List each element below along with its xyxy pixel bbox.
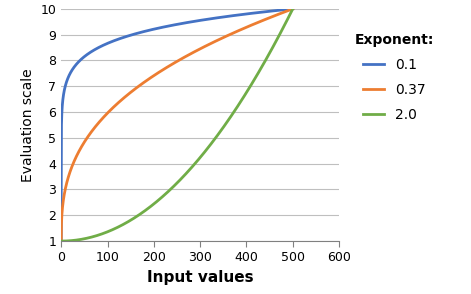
0.1: [197, 19, 203, 22]
0.1: [79, 57, 85, 61]
0.37: [64, 183, 69, 186]
0.1: [249, 11, 255, 15]
0.37: [197, 47, 203, 51]
0.1: [290, 7, 296, 11]
Line: 0.37: 0.37: [61, 9, 293, 241]
0.37: [58, 239, 64, 243]
Legend: 0.1, 0.37, 2.0: 0.1, 0.37, 2.0: [349, 27, 439, 128]
X-axis label: Input values: Input values: [147, 270, 253, 285]
2.0: [290, 7, 296, 11]
2.0: [71, 239, 76, 242]
Line: 0.1: 0.1: [61, 9, 293, 241]
2.0: [58, 239, 64, 243]
0.1: [58, 239, 64, 243]
0.1: [64, 81, 69, 84]
2.0: [64, 239, 69, 243]
0.37: [144, 78, 150, 82]
0.37: [79, 145, 85, 148]
0.37: [290, 7, 296, 11]
0.1: [144, 29, 150, 33]
0.37: [71, 161, 76, 164]
2.0: [79, 238, 85, 241]
0.37: [249, 23, 255, 27]
2.0: [144, 207, 150, 211]
2.0: [249, 82, 255, 86]
2.0: [197, 156, 203, 159]
Line: 2.0: 2.0: [61, 9, 293, 241]
0.1: [71, 66, 76, 69]
Y-axis label: Evaluation scale: Evaluation scale: [21, 68, 35, 182]
